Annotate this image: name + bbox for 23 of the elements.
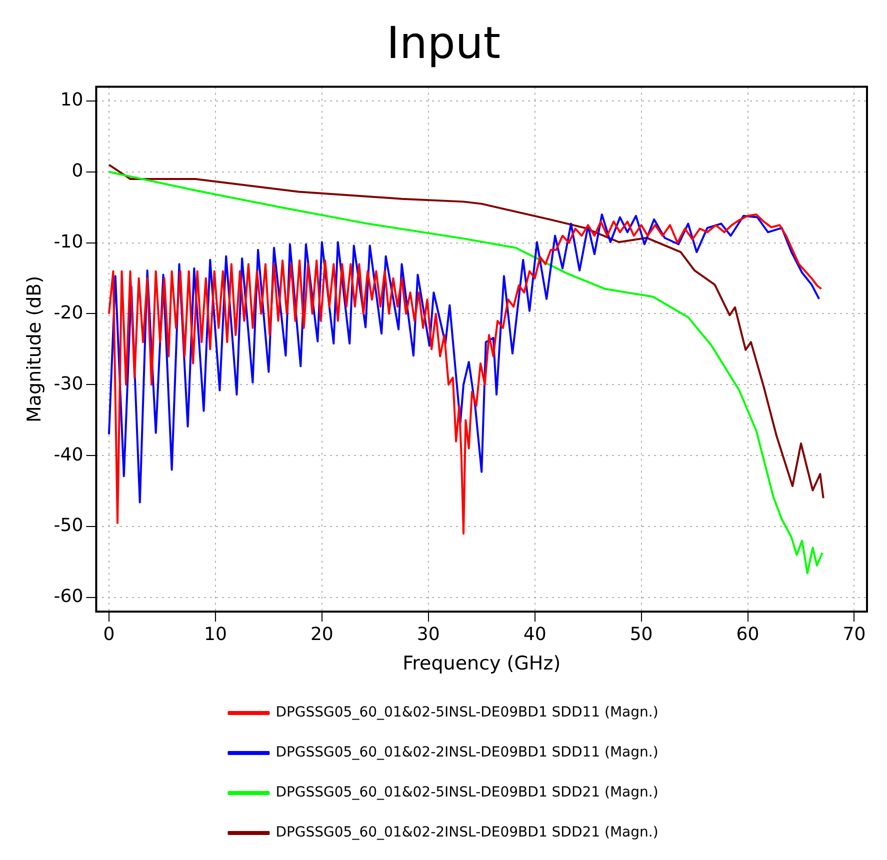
legend-label: DPGSSG05_60_01&02-5INSL-DE09BD1 SDD11 (Magn.) <box>276 704 658 721</box>
y-tick-label: -40 <box>54 444 84 466</box>
chart-title: Input <box>386 18 500 69</box>
y-tick-label: -60 <box>54 586 84 608</box>
legend-label: DPGSSG05_60_01&02-2INSL-DE09BD1 SDD21 (Magn.) <box>276 824 658 841</box>
x-tick-label: 70 <box>842 624 866 646</box>
y-tick-label: 10 <box>60 90 84 111</box>
x-tick-label: 20 <box>310 624 334 646</box>
legend-label: DPGSSG05_60_01&02-2INSL-DE09BD1 SDD11 (Magn.) <box>276 744 658 761</box>
y-tick-label: 0 <box>72 160 84 182</box>
x-tick-label: 60 <box>736 624 760 646</box>
y-axis-title: Magnitude (dB) <box>23 276 46 423</box>
x-tick-label: 40 <box>523 624 546 646</box>
x-tick-label: 50 <box>630 624 653 646</box>
y-tick-label: -10 <box>54 231 84 252</box>
legend-label: DPGSSG05_60_01&02-5INSL-DE09BD1 SDD21 (Magn.) <box>276 784 658 801</box>
y-tick-label: -30 <box>54 373 84 394</box>
y-tick-label: -50 <box>54 515 84 536</box>
y-tick-label: -20 <box>54 302 84 324</box>
x-axis-title: Frequency (GHz) <box>402 652 561 675</box>
x-tick-label: 0 <box>103 624 115 646</box>
x-tick-label: 30 <box>416 624 440 646</box>
x-tick-label: 10 <box>204 624 227 646</box>
